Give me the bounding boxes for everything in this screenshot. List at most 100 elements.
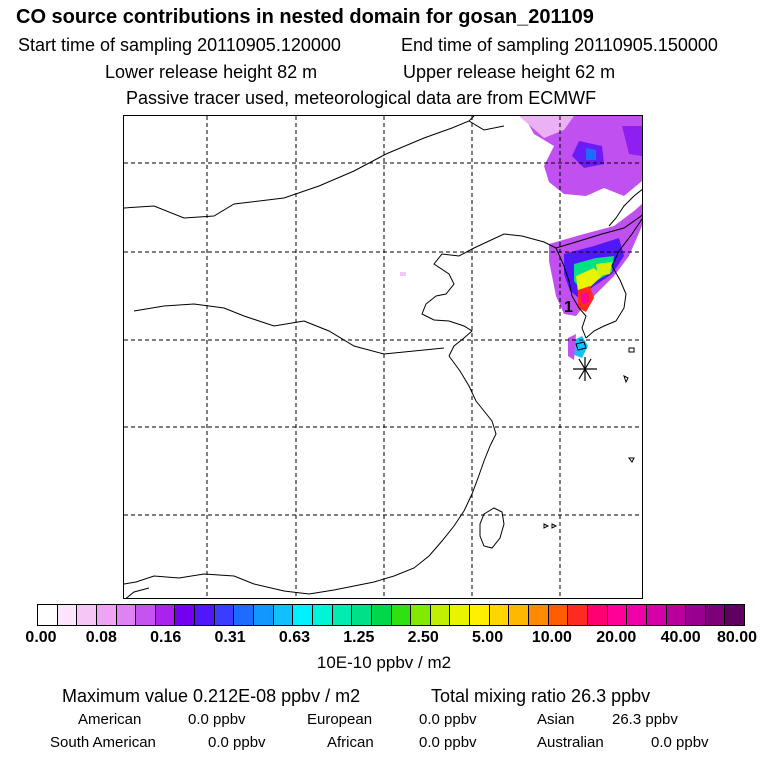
- colorbar-tick-label: 40.00: [660, 629, 701, 646]
- colorbar-cell: [509, 605, 530, 625]
- border-north: [468, 120, 505, 131]
- colorbar-cell: [627, 605, 647, 625]
- colorbar-cell: [646, 605, 667, 625]
- region-value-european: 0.0 ppbv: [419, 711, 477, 728]
- island-islet-1: [628, 347, 635, 353]
- colorbar-tick-label: 0.08: [85, 629, 117, 646]
- island-taiwan: [479, 507, 505, 549]
- colorbar-cell: [234, 605, 255, 625]
- coast-jiangsu: [448, 355, 497, 447]
- colorbar-cell: [77, 605, 97, 625]
- colorbar-cell: [254, 605, 274, 625]
- colorbar-cell: [116, 605, 137, 625]
- colorbar-cell: [587, 605, 608, 625]
- coast-korea-east: [611, 218, 642, 322]
- plume-speck: [400, 272, 406, 276]
- colorbar-cell: [371, 605, 392, 625]
- colorbar-tick-label: 0.00: [25, 629, 57, 646]
- border-korea-china: [555, 214, 642, 249]
- colorbar-cell: [57, 605, 78, 625]
- colorbar-cell: [195, 605, 215, 625]
- island-islet-3: [628, 457, 635, 463]
- region-name-australian: Australian: [537, 734, 604, 751]
- colorbar-tick-label: 0.31: [214, 629, 246, 646]
- colorbar: [37, 604, 745, 626]
- island-islet-2: [623, 375, 629, 384]
- colorbar-tick-label: 10.00: [531, 629, 572, 646]
- colorbar-cell: [175, 605, 196, 625]
- colorbar-cell: [38, 605, 58, 625]
- region-value-australian: 0.0 ppbv: [651, 734, 709, 751]
- coast-russia: [608, 188, 642, 227]
- tracer-note: Passive tracer used, meteorological data…: [126, 88, 597, 108]
- coast-liaodong: [433, 233, 557, 297]
- colorbar-cell: [155, 605, 176, 625]
- plume-korea-east-yellow: [596, 262, 612, 276]
- map-panel: 1: [123, 115, 643, 599]
- colorbar-cell: [666, 605, 687, 625]
- coast-korea-south: [585, 320, 617, 339]
- colorbar-tick-label: 80.00: [716, 629, 758, 646]
- colorbar-units: 10E-10 ppbv / m2: [316, 653, 452, 672]
- colorbar-cell: [607, 605, 628, 625]
- map-svg: 1: [124, 116, 642, 598]
- colorbar-cell: [273, 605, 294, 625]
- region-name-american: American: [78, 711, 142, 728]
- colorbar-cell: [293, 605, 313, 625]
- colorbar-cell: [489, 605, 510, 625]
- colorbar-cell: [312, 605, 333, 625]
- cluster-label: 1: [564, 299, 573, 316]
- region-value-african: 0.0 ppbv: [419, 734, 477, 751]
- plume-field: [400, 116, 642, 360]
- colorbar-tick-label: 0.63: [278, 629, 311, 646]
- region-name-south-american: South American: [50, 734, 156, 751]
- river-yangtze: [303, 320, 445, 355]
- receptor-marker: [573, 357, 597, 381]
- colorbar-tick-label: 20.00: [596, 629, 637, 646]
- colorbar-cell: [96, 605, 117, 625]
- region-name-asian: Asian: [537, 711, 575, 728]
- river-yellow: [133, 303, 305, 327]
- colorbar-tick-label: 1.25: [343, 629, 375, 646]
- island-islet-5: [551, 523, 558, 529]
- island-islet-4: [543, 523, 550, 529]
- colorbar-cell: [450, 605, 471, 625]
- colorbar-cell: [430, 605, 451, 625]
- end-time-label: End time of sampling 20110905.150000: [401, 35, 718, 55]
- max-value-label: Maximum value 0.212E-08 ppbv / m2: [62, 686, 361, 706]
- coast-korea-west: [555, 247, 587, 339]
- colorbar-tick-label: 2.50: [407, 629, 439, 646]
- plume-north-core: [586, 148, 596, 160]
- colorbar-cell: [470, 605, 490, 625]
- colorbar-cell: [568, 605, 588, 625]
- colorbar-tick-label: 0.16: [150, 629, 182, 646]
- colorbar-cell: [214, 605, 235, 625]
- chart-title: CO source contributions in nested domain…: [16, 6, 594, 28]
- colorbar-cell: [332, 605, 353, 625]
- colorbar-cell: [548, 605, 569, 625]
- coastlines: [124, 116, 642, 598]
- coast-zhejiang: [124, 445, 491, 595]
- plume-korea-peak: [581, 292, 589, 304]
- colorbar-cell: [352, 605, 372, 625]
- region-value-american: 0.0 ppbv: [188, 711, 246, 728]
- coast-hainan-strait: [125, 587, 150, 598]
- plume-korea-yellow: [576, 268, 602, 292]
- plume-jeju-edge: [568, 334, 576, 360]
- total-mixing-ratio-label: Total mixing ratio 26.3 ppbv: [431, 686, 651, 706]
- region-name-european: European: [307, 711, 373, 728]
- region-name-african: African: [327, 734, 374, 751]
- start-time-label: Start time of sampling 20110905.120000: [18, 35, 341, 55]
- upper-release-height-label: Upper release height 62 m: [403, 62, 616, 82]
- colorbar-cell: [411, 605, 431, 625]
- colorbar-cell: [136, 605, 156, 625]
- colorbar-cell: [391, 605, 412, 625]
- colorbar-tick-label: 5.00: [471, 629, 504, 646]
- region-value-south-american: 0.0 ppbv: [208, 734, 266, 751]
- colorbar-cell: [529, 605, 549, 625]
- colorbar-cell: [686, 605, 706, 625]
- coast-shandong: [421, 295, 473, 357]
- plume-northeast: [622, 126, 642, 156]
- colorbar-cell: [725, 605, 745, 625]
- region-value-asian: 26.3 ppbv: [612, 711, 678, 728]
